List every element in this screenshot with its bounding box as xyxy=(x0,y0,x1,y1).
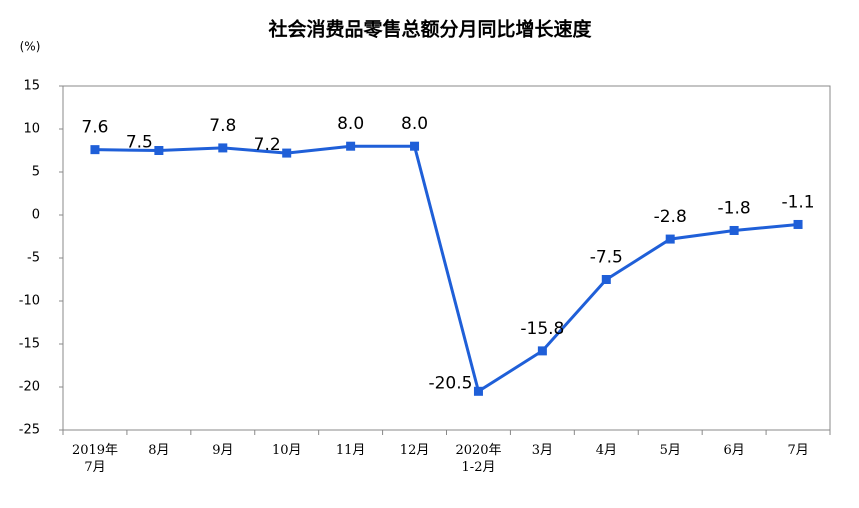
x-tick-label: 2020年 1-2月 xyxy=(455,443,502,475)
marker xyxy=(665,234,675,244)
y-tick-label: -5 xyxy=(27,251,40,266)
y-tick-label: -10 xyxy=(19,294,40,309)
x-tick-label: 9月 xyxy=(212,443,234,458)
marker xyxy=(90,145,100,155)
marker xyxy=(218,143,228,153)
y-tick-label: -25 xyxy=(19,423,40,438)
y-tick-label: 15 xyxy=(23,79,40,94)
line xyxy=(94,144,799,394)
x-tick-label: 7月 xyxy=(787,443,809,458)
y-tick-label: 10 xyxy=(23,122,40,137)
y-tick-label: 0 xyxy=(32,208,40,223)
marker xyxy=(346,141,356,151)
data-label: 7.8 xyxy=(209,116,236,136)
x-tick-label: 4月 xyxy=(595,443,617,458)
y-tick-label: -20 xyxy=(19,380,40,395)
x-tick-label: 8月 xyxy=(148,443,170,458)
x-tick-label: 11月 xyxy=(335,443,366,458)
data-label: -1.8 xyxy=(718,198,751,218)
marker xyxy=(729,225,739,235)
data-label: -2.8 xyxy=(654,207,687,227)
y-axis-label: (%) xyxy=(20,40,41,54)
x-tick-label: 10月 xyxy=(271,443,302,458)
marker xyxy=(473,386,483,396)
marker xyxy=(282,148,292,158)
marker xyxy=(601,275,611,284)
y-tick-label: 5 xyxy=(32,165,40,180)
marker xyxy=(154,146,164,155)
data-label: 7.6 xyxy=(81,118,108,138)
y-tick-label: -15 xyxy=(19,337,40,352)
marker xyxy=(410,141,420,151)
data-label: -7.5 xyxy=(590,248,623,268)
chart-title: 社会消费品零售总额分月同比增长速度 xyxy=(267,18,592,41)
data-label: 8.0 xyxy=(401,114,428,134)
data-label: 7.5 xyxy=(126,133,153,153)
x-tick-label: 5月 xyxy=(659,443,681,458)
marker xyxy=(537,346,547,356)
data-label: 8.0 xyxy=(337,114,364,134)
marker xyxy=(793,219,803,229)
x-tick-label: 2019年 7月 xyxy=(71,443,119,475)
data-label: -1.1 xyxy=(781,192,814,212)
data-label: -15.8 xyxy=(520,319,564,339)
x-tick-label: 3月 xyxy=(531,443,554,458)
data-label: -20.5 xyxy=(428,373,472,393)
x-tick-label: 12月 xyxy=(399,443,430,458)
data-label: 7.2 xyxy=(254,135,281,155)
x-tick-label: 6月 xyxy=(723,443,745,458)
